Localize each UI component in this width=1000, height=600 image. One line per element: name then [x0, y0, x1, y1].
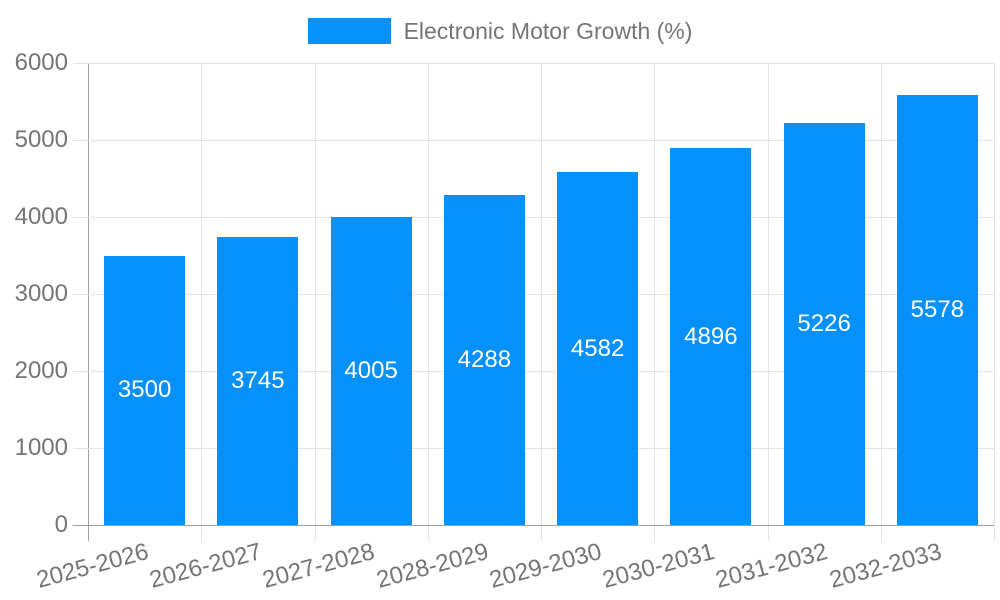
bar-value-label: 3500 — [117, 376, 172, 404]
bar-value-label: 4005 — [344, 356, 398, 384]
x-axis-tick-label: 2028-2029 — [373, 538, 492, 594]
bar-value-label: 4896 — [684, 322, 738, 350]
x-axis-line — [73, 525, 994, 526]
y-axis-line — [88, 63, 89, 541]
y-axis-tick-label: 1000 — [14, 434, 68, 461]
y-axis-tick-label: 3000 — [14, 280, 68, 307]
legend-label: Electronic Motor Growth (%) — [403, 17, 693, 44]
bar[interactable] — [783, 122, 865, 525]
y-gridline — [73, 294, 994, 295]
x-axis-tick-label: 2032-2033 — [826, 538, 945, 594]
y-axis-tick-label: 4000 — [14, 203, 68, 230]
x-gridline — [654, 63, 656, 541]
bar[interactable] — [670, 148, 752, 525]
bar-value-label: 4582 — [570, 334, 625, 362]
x-gridline — [427, 63, 429, 541]
bar-value-label: 4288 — [457, 345, 512, 373]
y-axis-tick-label: 0 — [54, 511, 68, 538]
y-gridline — [73, 371, 994, 372]
x-gridline — [314, 63, 316, 541]
x-axis-tick-label: 2029-2030 — [486, 538, 605, 594]
bar-value-label: 5578 — [910, 296, 965, 324]
x-gridline — [767, 63, 769, 541]
x-axis-tick-label: 2030-2031 — [599, 538, 718, 594]
x-gridline — [541, 63, 542, 541]
x-axis-tick-label: 2031-2032 — [712, 538, 831, 594]
y-axis-tick-label: 6000 — [14, 49, 68, 76]
legend-swatch — [307, 18, 391, 44]
y-gridline — [73, 217, 994, 218]
x-axis-tick-label: 2026-2027 — [146, 538, 265, 594]
chart-legend[interactable]: Electronic Motor Growth (%) — [0, 17, 1000, 45]
bar[interactable] — [104, 255, 186, 525]
x-axis-tick-label: 2027-2028 — [259, 538, 378, 594]
bar[interactable] — [217, 236, 299, 525]
x-axis-tick-label: 2025-2026 — [33, 538, 152, 594]
x-gridline — [880, 63, 882, 541]
bar-value-label: 3745 — [231, 366, 285, 394]
bar[interactable] — [330, 216, 412, 525]
y-gridline — [73, 140, 994, 141]
y-gridline — [73, 448, 994, 449]
bar[interactable] — [557, 172, 639, 525]
y-axis-tick-label: 2000 — [14, 357, 68, 384]
y-gridline — [73, 63, 994, 64]
x-gridline — [994, 63, 995, 541]
x-gridline — [201, 63, 203, 541]
bar-value-label: 5226 — [797, 309, 851, 337]
bar[interactable] — [896, 95, 978, 525]
y-axis-tick-label: 5000 — [14, 126, 68, 153]
bar[interactable] — [443, 194, 525, 525]
